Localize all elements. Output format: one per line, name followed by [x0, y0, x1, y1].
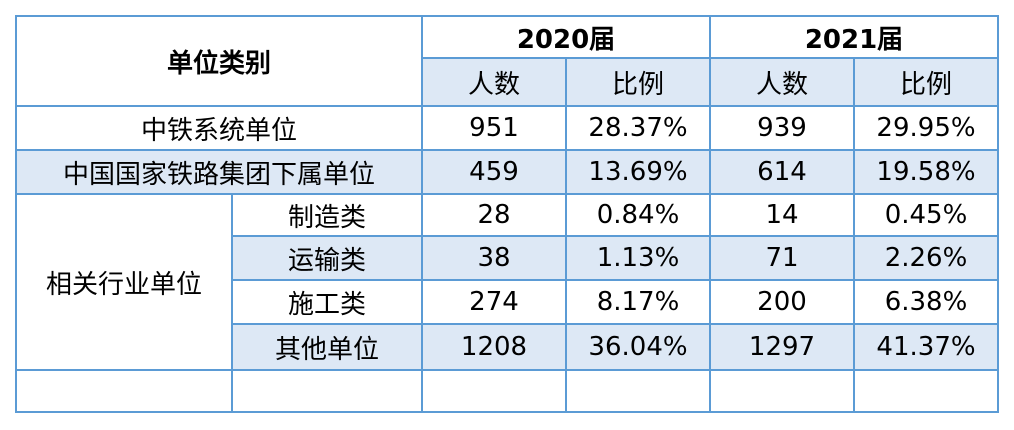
header-category: 单位类别: [15, 15, 423, 107]
table-cell: 0.84%: [565, 193, 711, 237]
table-cell: 939: [709, 105, 855, 151]
header-column: 比例: [565, 57, 711, 107]
table-cell: 19.58%: [853, 149, 999, 195]
table-cell: 614: [709, 149, 855, 195]
empty-cell: [709, 369, 855, 413]
table-cell: 28.37%: [565, 105, 711, 151]
header-column: 比例: [853, 57, 999, 107]
table-cell: 13.69%: [565, 149, 711, 195]
row-label: 制造类: [231, 193, 423, 237]
table-cell: 1297: [709, 323, 855, 371]
row-label: 运输类: [231, 235, 423, 281]
table-cell: 8.17%: [565, 279, 711, 325]
row-label: 中铁系统单位: [15, 105, 423, 151]
table-cell: 274: [421, 279, 567, 325]
table-cell: 6.38%: [853, 279, 999, 325]
table-cell: 1.13%: [565, 235, 711, 281]
table-cell: 459: [421, 149, 567, 195]
table-cell: 28: [421, 193, 567, 237]
table-cell: 951: [421, 105, 567, 151]
table-cell: 1208: [421, 323, 567, 371]
row-label: 施工类: [231, 279, 423, 325]
empty-cell: [853, 369, 999, 413]
table-cell: 29.95%: [853, 105, 999, 151]
empty-cell: [565, 369, 711, 413]
table-cell: 0.45%: [853, 193, 999, 237]
table-cell: 38: [421, 235, 567, 281]
row-label: 其他单位: [231, 323, 423, 371]
table-cell: 41.37%: [853, 323, 999, 371]
header-column: 人数: [709, 57, 855, 107]
empty-cell: [421, 369, 567, 413]
header-year: 2021届: [709, 15, 999, 59]
header-year: 2020届: [421, 15, 711, 59]
table-cell: 36.04%: [565, 323, 711, 371]
empty-cell: [231, 369, 423, 413]
table-cell: 200: [709, 279, 855, 325]
table-cell: 14: [709, 193, 855, 237]
group-label: 相关行业单位: [15, 193, 233, 371]
empty-cell: [15, 369, 233, 413]
row-label: 中国国家铁路集团下属单位: [15, 149, 423, 195]
table-cell: 2.26%: [853, 235, 999, 281]
table-cell: 71: [709, 235, 855, 281]
header-column: 人数: [421, 57, 567, 107]
